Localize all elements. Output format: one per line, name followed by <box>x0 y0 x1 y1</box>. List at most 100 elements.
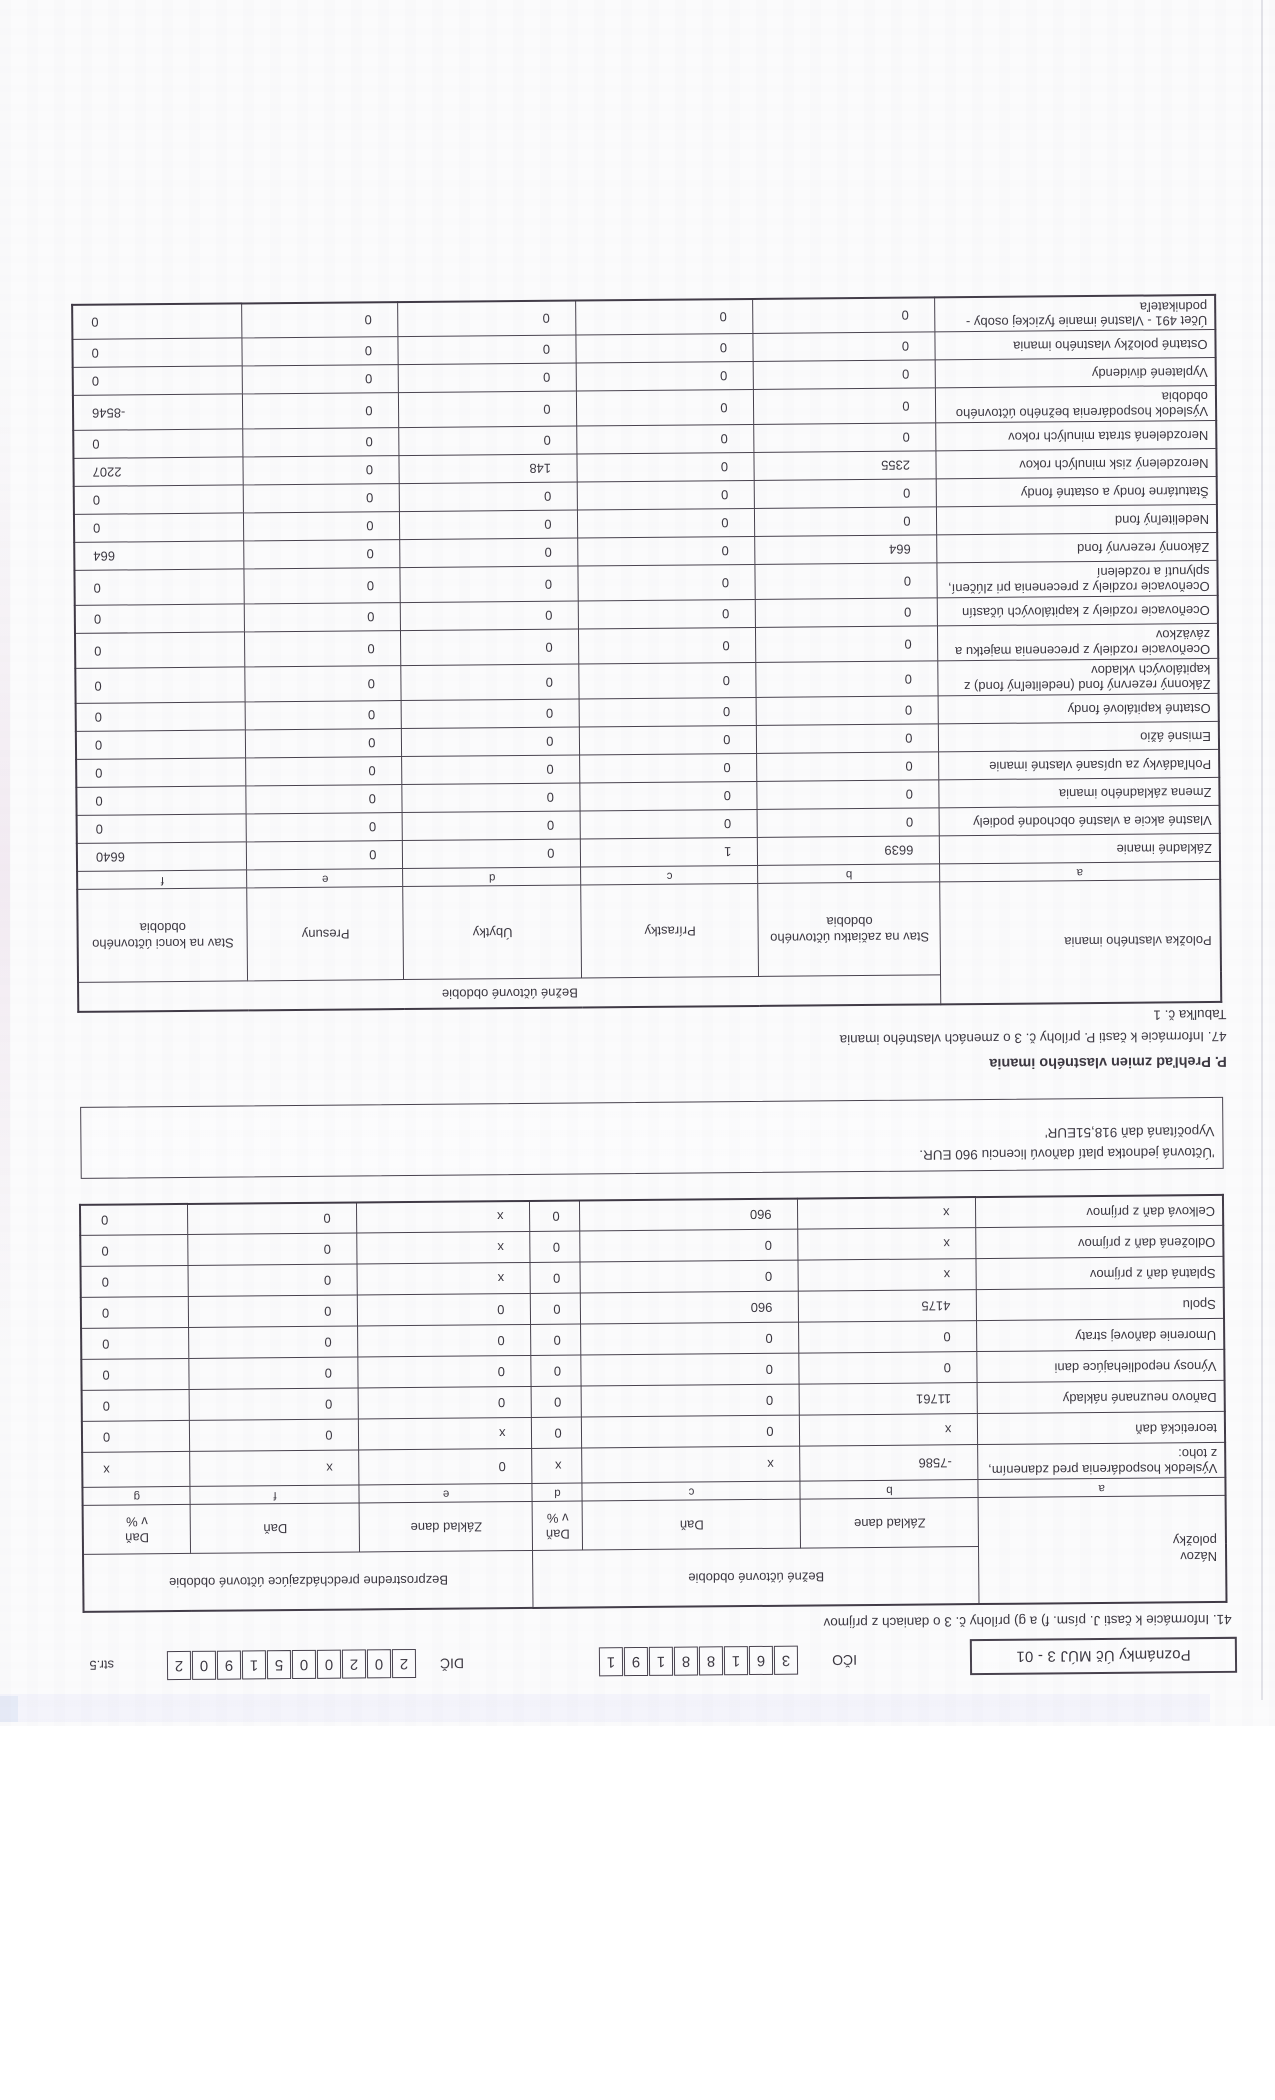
table-cell: 960 <box>580 1291 800 1325</box>
table-cell: 0 <box>189 1357 359 1390</box>
table-cell: 0 <box>757 751 940 782</box>
digit-box: 1 <box>598 1647 624 1677</box>
table-cell: 0 <box>398 300 577 338</box>
column-header: Základ dane <box>800 1497 979 1549</box>
table-cell: 0 <box>358 1355 532 1389</box>
row-label: Umorenie daňovej straty <box>977 1318 1225 1352</box>
table-cell: x <box>356 1200 531 1234</box>
table-cell: 0 <box>243 455 400 486</box>
table-cell: x <box>798 1258 977 1292</box>
table-cell: 0 <box>401 664 580 701</box>
table-cell: 6640 <box>76 841 248 872</box>
table-cell: 0 <box>753 360 936 390</box>
digit-box: 0 <box>191 1650 217 1680</box>
table-cell: 0 <box>73 485 244 515</box>
table-cell: 0 <box>754 423 937 453</box>
tax-table: Názov položky Bežné účtovné obdobie Bezp… <box>78 1193 1228 1613</box>
ico-label: IČO <box>832 1652 858 1669</box>
table-cell: 0 <box>189 1388 359 1421</box>
table-cell: 0 <box>358 1324 532 1358</box>
table-cell: 2355 <box>754 451 937 481</box>
table-cell: 0 <box>81 1358 190 1391</box>
tax-period-previous-header: Bezprostredne predchádzajúce účtovné obd… <box>83 1550 534 1612</box>
form-code: Poznámky Úč MÚJ 3 - 01 <box>1016 1646 1191 1666</box>
table-cell: 0 <box>530 1231 581 1263</box>
table-cell: 0 <box>402 810 581 841</box>
tax-section-title: 41. Informácie k časti J. písm. f) a g) … <box>823 1611 1232 1631</box>
table-cell: 0 <box>755 563 938 600</box>
table-cell: 0 <box>578 536 756 567</box>
column-letter: b <box>800 1479 979 1500</box>
table-cell: 11761 <box>799 1382 978 1416</box>
scan-edge-band <box>0 1694 1210 1722</box>
table-cell: 0 <box>577 508 756 539</box>
table-cell: 0 <box>189 1419 360 1452</box>
table-cell: x <box>357 1262 531 1296</box>
table-cell: 0 <box>799 1351 978 1385</box>
column-letter: d <box>532 1483 583 1502</box>
row-label: Zákonný rezervný fond <box>937 532 1218 564</box>
table-cell: 0 <box>79 1203 189 1236</box>
equity-heading: P. Prehľad zmien vlastného imania <box>989 1052 1227 1071</box>
table-cell: 0 <box>581 1353 800 1387</box>
table-cell: 0 <box>76 785 247 816</box>
table-cell: 1 <box>580 837 759 867</box>
table-cell: 0 <box>580 753 758 783</box>
table-cell: 0 <box>531 1386 582 1418</box>
row-label: Splatná daň z príjmov <box>976 1256 1224 1290</box>
table-cell: 0 <box>398 363 577 394</box>
table-cell: 0 <box>753 297 936 334</box>
column-header: Daň v % <box>82 1504 192 1555</box>
table-cell: 0 <box>799 1320 978 1354</box>
table-cell: 0 <box>243 427 400 458</box>
table-cell: 0 <box>756 695 939 726</box>
digit-box: 2 <box>391 1648 417 1679</box>
digit-box: 5 <box>266 1650 292 1680</box>
table-cell: 0 <box>73 429 244 459</box>
table-cell: 0 <box>72 338 243 368</box>
table-cell: 0 <box>72 303 243 340</box>
table-cell: 0 <box>245 700 402 730</box>
digit-box: 3 <box>773 1645 799 1675</box>
row-label: Oceňovacie rozdiely z precenenia majetku… <box>937 623 1219 661</box>
digit-box: 6 <box>748 1645 774 1676</box>
table-cell: 0 <box>188 1264 358 1297</box>
table-cell: 0 <box>530 1293 582 1325</box>
table-cell: 0 <box>756 660 939 698</box>
table-cell: x <box>190 1450 360 1487</box>
table-cell: 0 <box>80 1265 189 1298</box>
table-cell: 0 <box>753 388 937 425</box>
table-cell: 2207 <box>73 457 244 487</box>
column-letter: c <box>582 1481 801 1502</box>
scan-edge-line-right <box>1261 0 1263 1700</box>
table-cell: 0 <box>576 298 754 336</box>
table-cell: 0 <box>399 510 579 540</box>
table-cell: 0 <box>581 1384 800 1418</box>
table-cell: 0 <box>76 813 247 844</box>
column-letter: c <box>581 865 759 885</box>
table-cell: 0 <box>581 1415 801 1449</box>
table-cell: 6639 <box>757 835 941 866</box>
table-cell: 0 <box>577 424 755 455</box>
table-cell: 0 <box>577 452 755 483</box>
column-letter: e <box>359 1483 533 1503</box>
table-cell: 0 <box>400 601 579 631</box>
table-cell: 0 <box>578 627 757 665</box>
digit-box: 2 <box>166 1650 192 1681</box>
table-cell: 0 <box>244 567 401 605</box>
table-cell: 0 <box>754 507 938 537</box>
table-cell: 0 <box>578 599 756 630</box>
table-cell: 0 <box>402 782 581 813</box>
table-cell: 0 <box>244 630 402 668</box>
column-header: Daň <box>190 1502 361 1554</box>
table-cell: 0 <box>245 665 402 702</box>
row-label: Nerozdelený zisk minulých rokov <box>936 448 1217 480</box>
table-cell: 0 <box>81 1327 190 1360</box>
row-label: Spolu <box>976 1287 1225 1321</box>
row-label: Vlastné akcie a vlastné obchodné podiely <box>939 805 1220 836</box>
table-cell: 0 <box>81 1389 190 1422</box>
table-cell: 0 <box>189 1326 359 1359</box>
table-cell: 0 <box>755 626 939 663</box>
